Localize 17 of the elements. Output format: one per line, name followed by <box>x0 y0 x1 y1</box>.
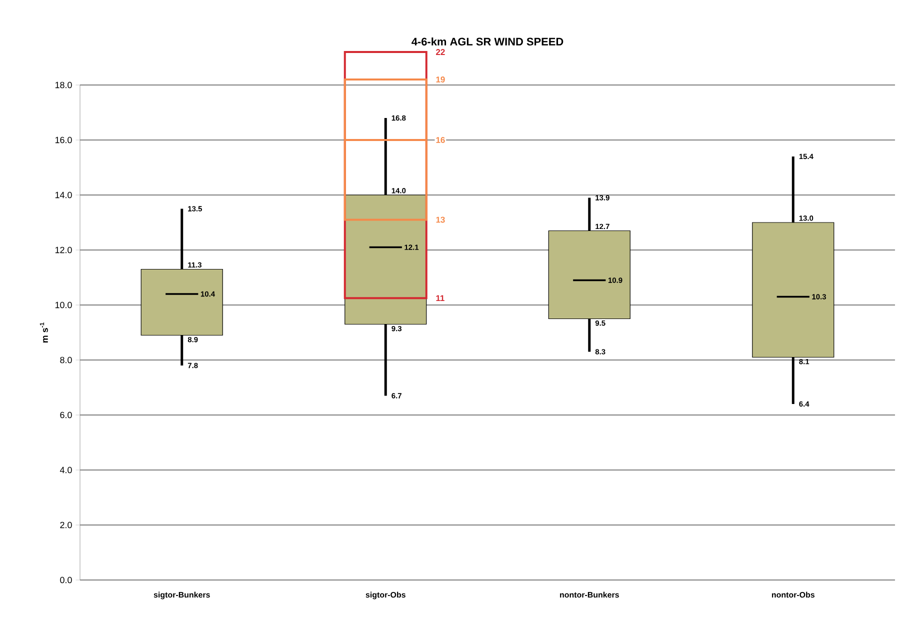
y-tick-label: 12.0 <box>55 246 72 254</box>
chart-title: 4-6-km AGL SR WIND SPEED <box>412 37 564 46</box>
text: 19 <box>436 76 445 82</box>
y-tick-label: 10.0 <box>55 302 72 308</box>
y-tick-label: 4.0 <box>60 466 72 474</box>
annotation: 11 <box>436 295 444 302</box>
text: 22 <box>436 49 445 55</box>
y-tick-label: 14.0 <box>55 192 72 198</box>
annotation: 16 <box>436 137 445 143</box>
y-tick-label: 0.0 <box>60 576 72 584</box>
annotation: 13 <box>436 216 445 223</box>
y-tick-label: 16.0 <box>55 136 72 144</box>
y-tick-label: 8.0 <box>60 356 72 364</box>
y-tick-label: 6.0 <box>60 412 72 418</box>
y-tick-label: 18.0 <box>55 82 72 88</box>
y-tick-label: 2.0 <box>60 522 72 528</box>
y-axis-title: m s$^{-1}$ <box>40 322 48 343</box>
